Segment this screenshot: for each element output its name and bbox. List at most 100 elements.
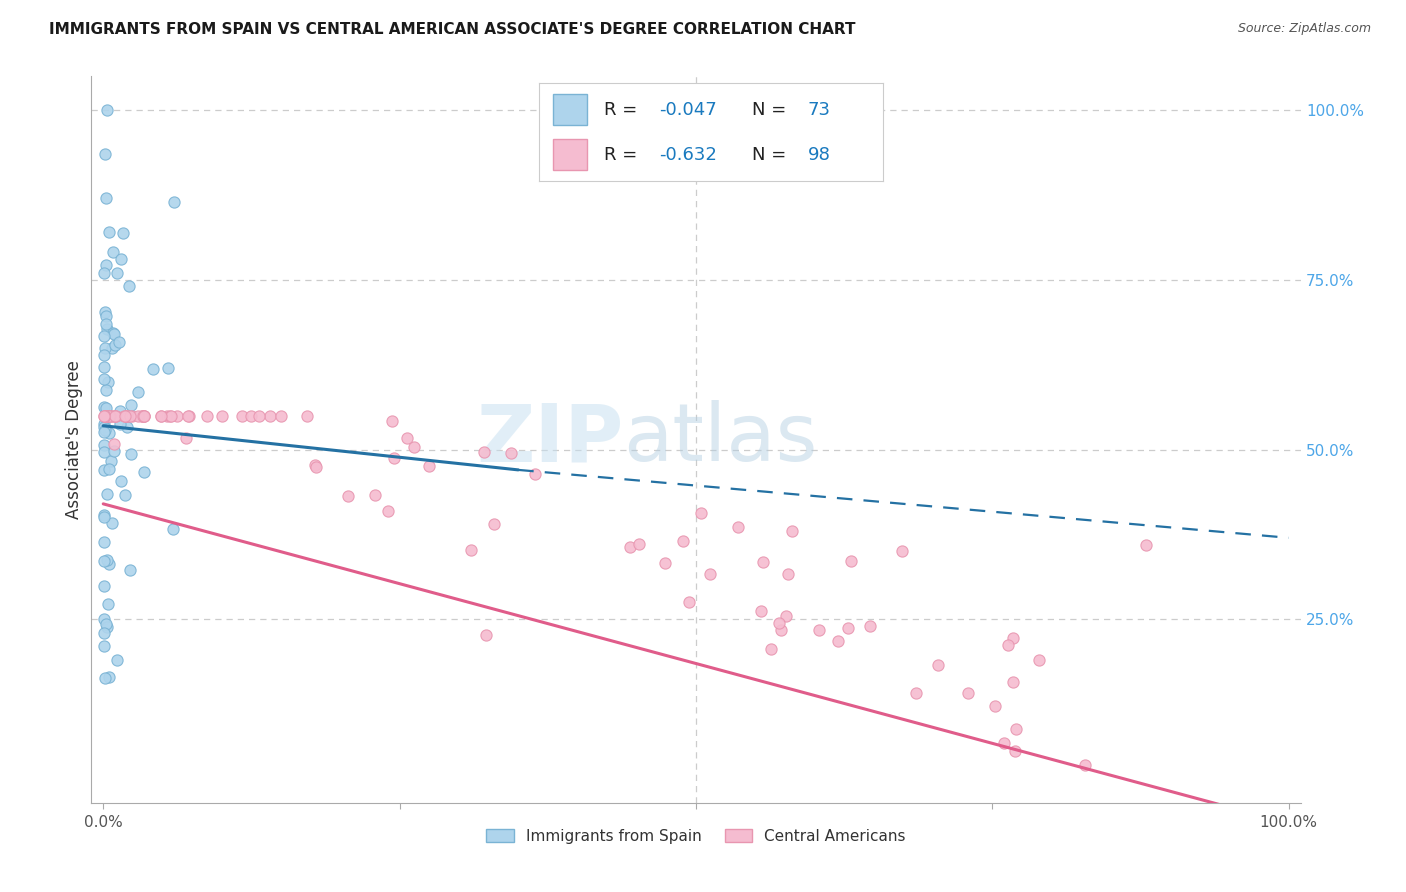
Point: [780, 524, 803, 538]
Point: [96, 553, 118, 567]
Point: [97, 375, 120, 389]
Point: [97, 409, 120, 423]
Point: [93, 579, 115, 593]
Point: [93, 400, 115, 414]
Point: [134, 409, 156, 423]
Point: [96, 258, 118, 272]
Point: [1074, 758, 1097, 772]
Point: [94, 671, 117, 685]
Point: [94, 147, 117, 161]
Point: [93, 372, 115, 386]
Point: [402, 440, 425, 454]
Point: [98, 409, 121, 423]
Y-axis label: Associate's Degree: Associate's Degree: [65, 359, 83, 519]
Legend: Immigrants from Spain, Central Americans: Immigrants from Spain, Central Americans: [479, 822, 912, 850]
Point: [101, 516, 124, 531]
Point: [110, 475, 132, 489]
Point: [104, 409, 127, 423]
Point: [114, 409, 136, 423]
Point: [93, 348, 115, 362]
Point: [778, 567, 800, 582]
Point: [93, 535, 115, 549]
Point: [1028, 653, 1050, 667]
Point: [160, 409, 183, 423]
Point: [117, 409, 139, 423]
Point: [1004, 744, 1026, 758]
Point: [93, 417, 115, 431]
Point: [166, 409, 188, 423]
Point: [98, 462, 121, 476]
Text: ZIP: ZIP: [477, 401, 623, 478]
Point: [141, 362, 163, 376]
Point: [98, 225, 121, 239]
Point: [993, 736, 1015, 750]
Point: [93, 639, 115, 653]
Point: [364, 488, 387, 502]
Point: [115, 420, 138, 434]
Point: [93, 445, 115, 459]
Point: [93, 509, 115, 524]
Point: [93, 423, 115, 437]
Point: [270, 409, 292, 423]
Point: [654, 557, 676, 571]
Point: [98, 557, 121, 571]
Point: [100, 454, 122, 468]
Point: [749, 604, 772, 618]
Point: [775, 608, 797, 623]
Point: [100, 341, 122, 355]
Point: [997, 638, 1019, 652]
Point: [118, 563, 141, 577]
Point: [132, 409, 155, 423]
Point: [104, 409, 127, 423]
Point: [174, 432, 197, 446]
Point: [699, 566, 721, 581]
Point: [96, 401, 118, 415]
Point: [336, 489, 359, 503]
Point: [120, 447, 142, 461]
Point: [131, 409, 153, 423]
Point: [690, 506, 713, 520]
Point: [1002, 631, 1025, 645]
Point: [377, 504, 399, 518]
Point: [837, 621, 859, 635]
Point: [927, 658, 949, 673]
Point: [111, 226, 134, 240]
Point: [94, 341, 117, 355]
Point: [382, 451, 405, 466]
Point: [231, 409, 253, 423]
Point: [195, 409, 218, 423]
Point: [93, 328, 115, 343]
Point: [93, 463, 115, 477]
Point: [94, 317, 117, 331]
Point: [752, 555, 775, 569]
Point: [97, 425, 120, 440]
Point: [240, 409, 263, 423]
Point: [101, 409, 124, 423]
Point: [304, 458, 326, 473]
Point: [619, 540, 641, 554]
Point: [131, 409, 153, 423]
Point: [104, 337, 127, 351]
Point: [117, 409, 139, 423]
Point: [177, 409, 200, 423]
Point: [983, 699, 1005, 714]
Point: [108, 417, 131, 431]
Point: [121, 409, 143, 423]
Point: [93, 409, 115, 423]
Point: [891, 543, 914, 558]
Point: [162, 522, 184, 536]
Point: [94, 409, 117, 423]
Point: [118, 279, 141, 293]
Point: [96, 383, 118, 397]
Point: [120, 409, 142, 423]
Point: [93, 419, 115, 434]
Point: [96, 322, 118, 336]
Text: atlas: atlas: [623, 401, 818, 478]
Point: [94, 191, 117, 205]
Point: [94, 409, 117, 424]
Point: [103, 444, 125, 458]
Point: [1002, 675, 1025, 690]
Point: [127, 409, 149, 423]
Point: [101, 245, 124, 260]
Point: [98, 670, 121, 684]
